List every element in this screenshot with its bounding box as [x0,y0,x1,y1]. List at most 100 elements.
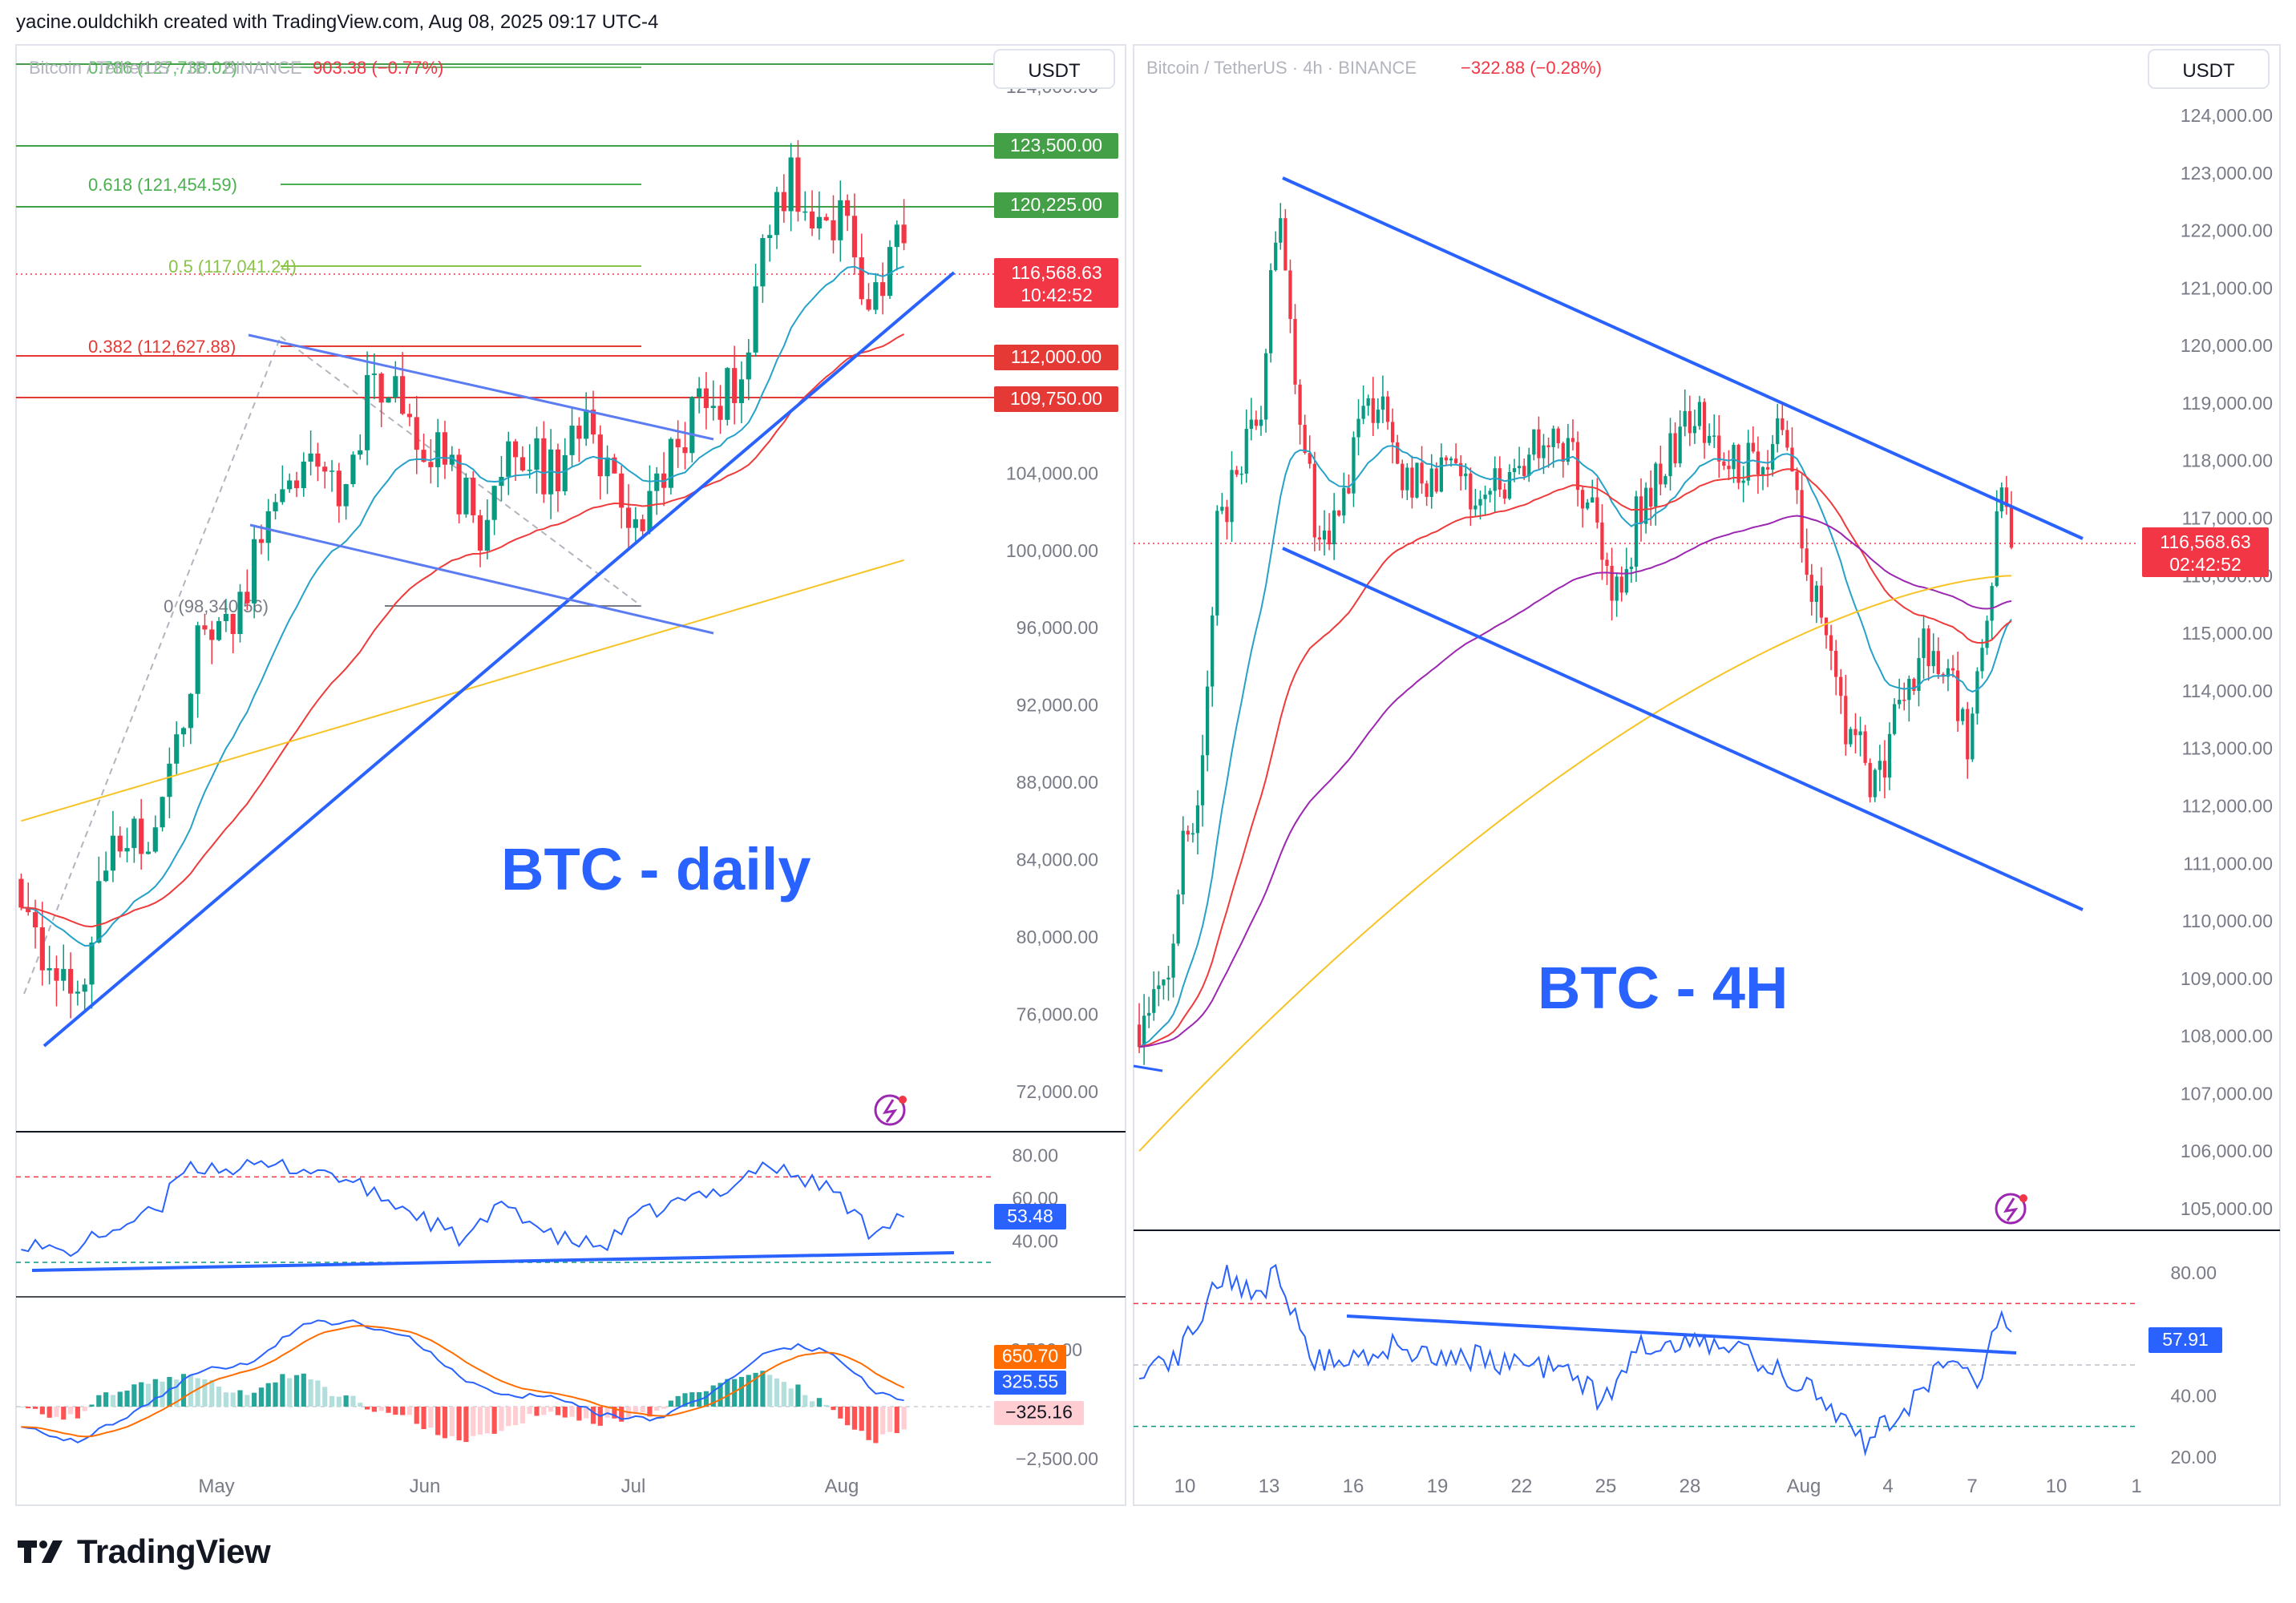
h4-candle [1692,426,1697,434]
h4-rsi-value: 57.91 [2162,1329,2209,1350]
daily-candle [506,441,511,477]
daily-macd-hist-bar [46,1407,52,1418]
daily-candle [746,352,751,380]
daily-candle [258,539,265,543]
h4-candle [1517,466,1522,469]
daily-candle [145,851,152,854]
daily-macd-hist-bar [421,1407,426,1429]
daily-candle [774,192,780,236]
daily-price-badge: 123,500.00 [1010,135,1102,155]
h4-currency-button-bg [2148,49,2270,89]
h4-candle [1595,497,1599,523]
daily-candle [110,835,116,871]
h4-currency-button[interactable]: USDT [2182,60,2235,82]
h4-old-trendline [1133,1064,1163,1072]
daily-candle [668,438,673,488]
daily-macd-hist-bar [26,1407,31,1409]
daily-macd-label-bg [994,1401,1084,1425]
daily-macd-hist-bar [809,1401,815,1407]
daily-candle [463,478,469,515]
daily-candle [689,397,695,454]
daily-macd-hist-bar [725,1379,730,1407]
daily-macd-hist-bar [449,1407,455,1436]
daily-candle [449,454,455,465]
h4-candle [1688,410,1692,434]
daily-macd-hist-bar [265,1383,271,1407]
daily-macd-label-bg [994,1345,1066,1369]
h4-chart-panel[interactable] [1133,44,2281,1506]
daily-macd-hist-bar [258,1387,265,1407]
daily-macd-hist-bar [160,1381,165,1407]
daily-candle [590,410,596,435]
h4-candle [1225,507,1229,523]
h4-candle [1366,398,1370,406]
daily-candle [894,224,899,248]
daily-candle [32,912,38,928]
h4-rsi-pane: 80.00 40.00 20.00 57.91 [1134,1262,2222,1468]
h4-candle [1332,510,1336,545]
h4-candle [1298,384,1302,426]
h4-candle [1459,462,1463,477]
daily-macd-hist-bar [823,1404,829,1407]
h4-candle [1537,429,1541,458]
daily-candle [386,398,391,403]
h4-y-tick: 109,000.00 [2181,968,2273,989]
daily-candle [400,376,406,414]
h4-candle [1785,430,1789,448]
daily-candle [160,797,165,828]
h4-candle [1527,454,1531,476]
daily-macd-hist-bar [894,1407,899,1433]
daily-candle [174,734,180,764]
daily-macd-hist-bar [527,1407,532,1415]
daily-candle [393,376,398,398]
daily-candle [851,216,858,258]
daily-candle [541,438,547,495]
daily-chart-panel[interactable] [15,44,1126,1506]
h4-candle [1570,438,1575,442]
daily-chart-label: BTC - daily [501,836,810,902]
daily-candle [26,907,31,913]
h4-candle [1741,480,1745,483]
h4-candle [1654,463,1658,507]
daily-price-badge-bg [994,345,1118,370]
daily-candle [414,417,419,450]
h4-candle [1551,428,1555,447]
daily-x-tick: Jun [410,1476,441,1497]
h4-y-tick: 107,000.00 [2181,1083,2273,1104]
daily-candle [795,157,801,212]
h4-x-tick: 13 [1259,1476,1280,1497]
daily-candle [597,434,603,477]
daily-candle [364,374,370,450]
daily-price-badge: 109,750.00 [1010,388,1102,409]
daily-macd-hist-bar [39,1407,45,1415]
daily-macd-hist-bar [202,1379,208,1407]
daily-macd-hist-bar [167,1376,172,1407]
h4-x-tick: 10 [2046,1476,2068,1497]
daily-macd-hist-bar [216,1387,222,1407]
h4-candle [1162,979,1166,986]
h4-candle [1478,499,1482,506]
daily-countdown: 10:42:52 [1021,285,1093,305]
h4-x-tick: 28 [1680,1476,1701,1497]
daily-macd-hist-bar [61,1407,67,1420]
h4-candle [1405,467,1409,491]
h4-candle [1561,442,1565,462]
h4-last-price-bg [2142,527,2269,577]
h4-y-tick: 118,000.00 [2182,450,2273,471]
daily-macd-hist-bar [174,1379,180,1407]
daily-y-tick: 84,000.00 [1017,850,1098,870]
h4-candle [1230,470,1234,523]
h4-candle [1732,444,1736,470]
h4-candle [1931,651,1935,667]
daily-candle [802,211,808,213]
daily-currency-button[interactable]: USDT [1028,60,1081,82]
h4-candle [1980,648,1984,672]
daily-macd-hist-bar [873,1407,879,1444]
daily-macd-hist-bar [506,1407,511,1427]
h4-legend-change: −322.88 (−0.28%) [1461,58,1602,78]
h4-candle [1303,425,1307,454]
daily-macd-hist-bar [82,1407,87,1411]
h4-candle [1663,476,1667,485]
daily-candle [845,200,851,216]
